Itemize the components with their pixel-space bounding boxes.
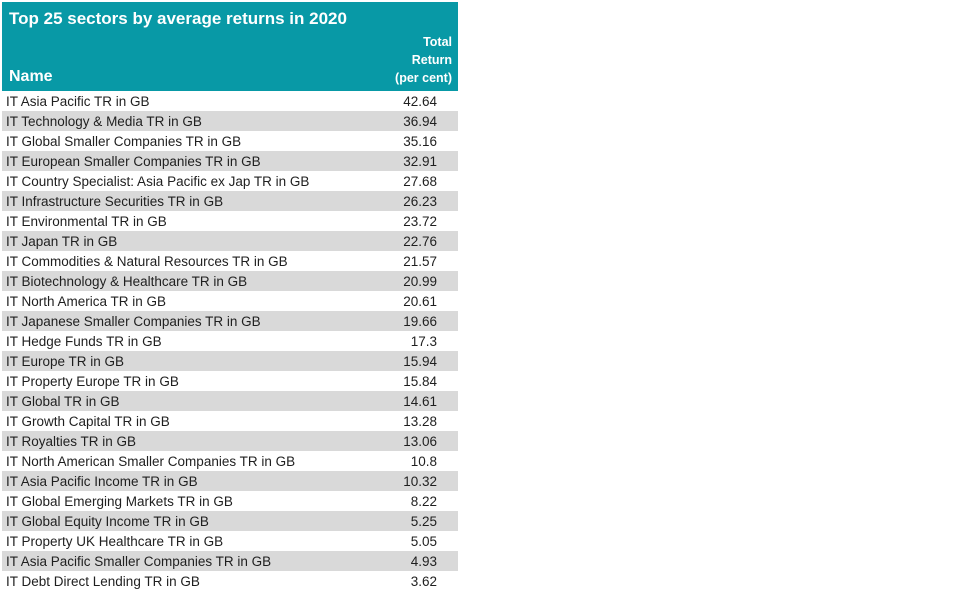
- return-value: 26.23: [403, 193, 437, 209]
- sector-name: IT Royalties TR in GB: [6, 433, 137, 449]
- column-header-row: Name Total Return (per cent): [9, 31, 452, 87]
- sector-name: IT Biotechnology & Healthcare TR in GB: [6, 273, 248, 289]
- return-value: 10.32: [403, 473, 437, 489]
- sector-name: IT Global Equity Income TR in GB: [6, 513, 209, 529]
- table-title: Top 25 sectors by average returns in 202…: [9, 9, 347, 28]
- table-header: Top 25 sectors by average returns in 202…: [2, 2, 458, 91]
- table-row: IT European Smaller Companies TR in GB 32…: [2, 151, 458, 171]
- return-value: 13.28: [403, 413, 437, 429]
- return-value: 5.25: [410, 513, 437, 529]
- table-row: IT North American Smaller Companies TR i…: [2, 451, 458, 471]
- return-value: 27.68: [403, 173, 437, 189]
- table-row: IT Global Smaller Companies TR in GB 35.1…: [2, 131, 458, 151]
- table-row: IT Infrastructure Securities TR in GB 26.…: [2, 191, 458, 211]
- table-row: IT Property UK Healthcare TR in GB 5.05: [2, 531, 458, 551]
- sector-name: IT Hedge Funds TR in GB: [6, 333, 162, 349]
- return-value: 5.05: [410, 533, 437, 549]
- sector-name: IT Property Europe TR in GB: [6, 373, 179, 389]
- sector-name: IT Europe TR in GB: [6, 353, 125, 369]
- table-row: IT Japan TR in GB 22.76: [2, 231, 458, 251]
- column-header-total-return-line1: Total: [423, 35, 452, 49]
- sector-name: IT Global TR in GB: [6, 393, 120, 409]
- return-value: 17.3: [410, 333, 437, 349]
- table-row: IT Japanese Smaller Companies TR in GB 19…: [2, 311, 458, 331]
- sector-name: IT North America TR in GB: [6, 293, 167, 309]
- table-row: IT Asia Pacific Smaller Companies TR in …: [2, 551, 458, 571]
- table-row: IT North America TR in GB 20.61: [2, 291, 458, 311]
- sector-name: IT North American Smaller Companies TR i…: [6, 453, 296, 469]
- table-row: IT Growth Capital TR in GB 13.28: [2, 411, 458, 431]
- return-value: 20.99: [403, 273, 437, 289]
- column-header-total-return-line2: Return: [411, 53, 452, 67]
- sector-name: IT Infrastructure Securities TR in GB: [6, 193, 224, 209]
- table-row: IT Property Europe TR in GB 15.84: [2, 371, 458, 391]
- table-row: IT Hedge Funds TR in GB 17.3: [2, 331, 458, 351]
- returns-table: Top 25 sectors by average returns in 202…: [2, 2, 458, 591]
- table-row: IT Biotechnology & Healthcare TR in GB 20…: [2, 271, 458, 291]
- return-value: 21.57: [403, 253, 437, 269]
- return-value: 19.66: [403, 313, 437, 329]
- sector-name: IT Asia Pacific TR in GB: [6, 93, 150, 109]
- table-row: IT Asia Pacific TR in GB 42.64: [2, 91, 458, 111]
- sector-name: IT Debt Direct Lending TR in GB: [6, 573, 200, 589]
- return-value: 4.93: [410, 553, 437, 569]
- return-value: 8.22: [410, 493, 437, 509]
- table-row: IT Technology & Media TR in GB 36.94: [2, 111, 458, 131]
- return-value: 20.61: [403, 293, 437, 309]
- sector-name: IT Japanese Smaller Companies TR in GB: [6, 313, 261, 329]
- column-header-total-return-line3: (per cent): [395, 71, 452, 85]
- return-value: 23.72: [403, 213, 437, 229]
- sector-name: IT Asia Pacific Income TR in GB: [6, 473, 198, 489]
- table-row: IT Global TR in GB 14.61: [2, 391, 458, 411]
- table-row: IT Country Specialist: Asia Pacific ex J…: [2, 171, 458, 191]
- table-row: IT Global Equity Income TR in GB 5.25: [2, 511, 458, 531]
- return-value: 42.64: [403, 93, 437, 109]
- table-row: IT Commodities & Natural Resources TR in…: [2, 251, 458, 271]
- return-value: 36.94: [403, 113, 437, 129]
- table-body: IT Asia Pacific TR in GB 42.64 IT Technolo…: [2, 91, 458, 591]
- return-value: 13.06: [403, 433, 437, 449]
- sector-name: IT European Smaller Companies TR in GB: [6, 153, 261, 169]
- sector-name: IT Country Specialist: Asia Pacific ex J…: [6, 173, 310, 189]
- sector-name: IT Technology & Media TR in GB: [6, 113, 202, 129]
- table-row: IT Global Emerging Markets TR in GB 8.22: [2, 491, 458, 511]
- return-value: 35.16: [403, 133, 437, 149]
- return-value: 15.94: [403, 353, 437, 369]
- sector-name: IT Growth Capital TR in GB: [6, 413, 170, 429]
- sector-name: IT Asia Pacific Smaller Companies TR in …: [6, 553, 272, 569]
- column-header-name: Name: [9, 68, 53, 85]
- return-value: 14.61: [403, 393, 437, 409]
- table-row: IT Europe TR in GB 15.94: [2, 351, 458, 371]
- sector-name: IT Environmental TR in GB: [6, 213, 167, 229]
- sector-name: IT Property UK Healthcare TR in GB: [6, 533, 224, 549]
- sector-name: IT Commodities & Natural Resources TR in…: [6, 253, 288, 269]
- table-row: IT Asia Pacific Income TR in GB 10.32: [2, 471, 458, 491]
- return-value: 32.91: [403, 153, 437, 169]
- sector-name: IT Global Smaller Companies TR in GB: [6, 133, 242, 149]
- table-row: IT Royalties TR in GB 13.06: [2, 431, 458, 451]
- return-value: 10.8: [410, 453, 437, 469]
- return-value: 22.76: [403, 233, 437, 249]
- table-row: IT Environmental TR in GB 23.72: [2, 211, 458, 231]
- sector-name: IT Global Emerging Markets TR in GB: [6, 493, 233, 509]
- column-header-total-return: Total Return (per cent): [395, 33, 452, 87]
- sector-name: IT Japan TR in GB: [6, 233, 118, 249]
- table-row: IT Debt Direct Lending TR in GB 3.62: [2, 571, 458, 591]
- return-value: 15.84: [403, 373, 437, 389]
- return-value: 3.62: [410, 573, 437, 589]
